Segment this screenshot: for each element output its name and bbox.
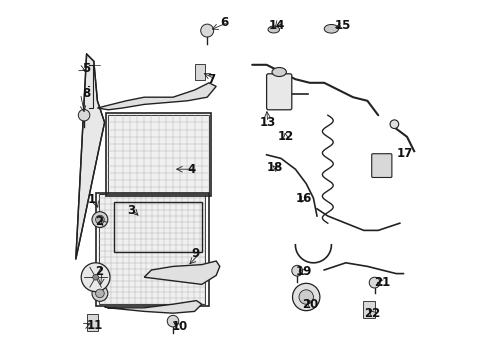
- Text: 21: 21: [374, 276, 391, 289]
- Circle shape: [390, 120, 399, 129]
- Text: 12: 12: [277, 130, 294, 143]
- Text: 6: 6: [220, 16, 228, 29]
- Text: 17: 17: [396, 147, 413, 159]
- Text: 4: 4: [187, 163, 196, 176]
- Bar: [96, 193, 209, 306]
- Circle shape: [96, 289, 104, 298]
- Bar: [87, 314, 98, 331]
- Circle shape: [293, 283, 320, 311]
- Text: 22: 22: [364, 307, 380, 320]
- Text: 7: 7: [207, 73, 215, 86]
- Bar: [195, 64, 205, 80]
- Circle shape: [92, 285, 108, 301]
- FancyBboxPatch shape: [372, 154, 392, 177]
- Circle shape: [167, 315, 179, 327]
- Circle shape: [81, 263, 110, 292]
- Text: 20: 20: [303, 298, 319, 311]
- Polygon shape: [104, 301, 202, 313]
- Circle shape: [93, 274, 98, 280]
- Bar: [114, 202, 202, 252]
- Text: 3: 3: [127, 204, 135, 217]
- Text: 13: 13: [259, 116, 276, 129]
- Text: 9: 9: [191, 247, 199, 260]
- Text: 2: 2: [95, 265, 103, 278]
- Polygon shape: [144, 261, 220, 284]
- FancyBboxPatch shape: [267, 74, 292, 110]
- Ellipse shape: [268, 26, 280, 33]
- Text: 10: 10: [171, 320, 188, 333]
- Text: 11: 11: [87, 319, 103, 332]
- Text: 1: 1: [88, 193, 96, 206]
- Text: 18: 18: [267, 161, 283, 174]
- Polygon shape: [98, 83, 216, 110]
- Text: 16: 16: [295, 192, 312, 204]
- Text: 8: 8: [82, 87, 91, 100]
- Circle shape: [369, 277, 380, 288]
- Bar: [364, 301, 375, 318]
- Circle shape: [299, 290, 314, 304]
- Text: 5: 5: [82, 62, 91, 75]
- Text: 15: 15: [335, 19, 351, 32]
- Text: 14: 14: [269, 19, 285, 32]
- Bar: [106, 113, 211, 196]
- Bar: [114, 202, 202, 252]
- Polygon shape: [76, 54, 104, 259]
- Bar: [99, 194, 205, 304]
- Text: 19: 19: [295, 265, 312, 278]
- Circle shape: [78, 109, 90, 121]
- Circle shape: [96, 215, 104, 224]
- Circle shape: [292, 265, 303, 276]
- Bar: [108, 115, 209, 194]
- Circle shape: [201, 24, 214, 37]
- Ellipse shape: [272, 68, 286, 77]
- Text: 2: 2: [95, 215, 103, 228]
- Ellipse shape: [324, 24, 339, 33]
- Circle shape: [92, 212, 108, 228]
